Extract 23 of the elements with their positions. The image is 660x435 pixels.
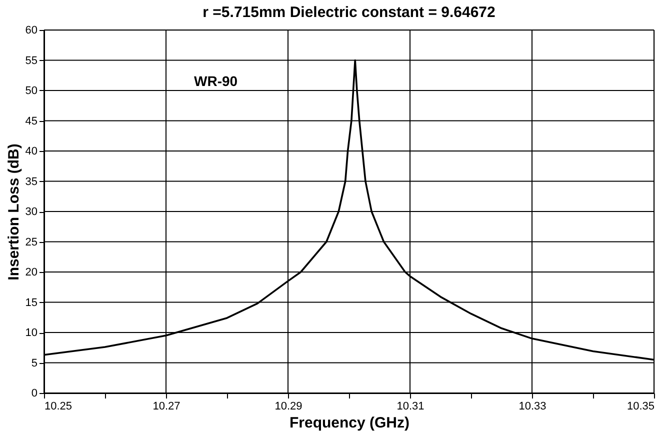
y-tick-label: 45 bbox=[25, 115, 38, 128]
x-tick-label: 10.35 bbox=[626, 400, 654, 412]
y-tick-label: 30 bbox=[25, 206, 38, 218]
y-tick-label: 15 bbox=[25, 296, 38, 309]
y-tick-label: 5 bbox=[31, 357, 38, 370]
y-tick-label: 35 bbox=[25, 176, 38, 188]
annotation: WR-90 bbox=[194, 73, 238, 89]
x-tick-label: 10.31 bbox=[396, 400, 424, 412]
y-tick-label: 0 bbox=[31, 388, 38, 400]
y-tick-label: 40 bbox=[25, 146, 38, 158]
y-tick-label: 60 bbox=[25, 24, 38, 36]
x-tick-label: 10.27 bbox=[152, 400, 180, 412]
y-tick-label: 25 bbox=[25, 236, 38, 248]
x-tick-label: 10.33 bbox=[518, 400, 546, 412]
y-tick-label: 10 bbox=[25, 327, 38, 339]
y-tick-label: 55 bbox=[25, 54, 38, 67]
chart-title: r =5.715mm Dielectric constant = 9.64672 bbox=[202, 4, 496, 21]
x-axis-title: Frequency (GHz) bbox=[289, 414, 410, 432]
y-tick-label: 20 bbox=[25, 266, 38, 278]
y-axis-title: Insertion Loss (dB) bbox=[5, 144, 22, 280]
x-tick-label: 10.25 bbox=[44, 400, 72, 412]
y-tick-label: 50 bbox=[25, 85, 38, 97]
x-tick-label: 10.29 bbox=[274, 400, 302, 412]
